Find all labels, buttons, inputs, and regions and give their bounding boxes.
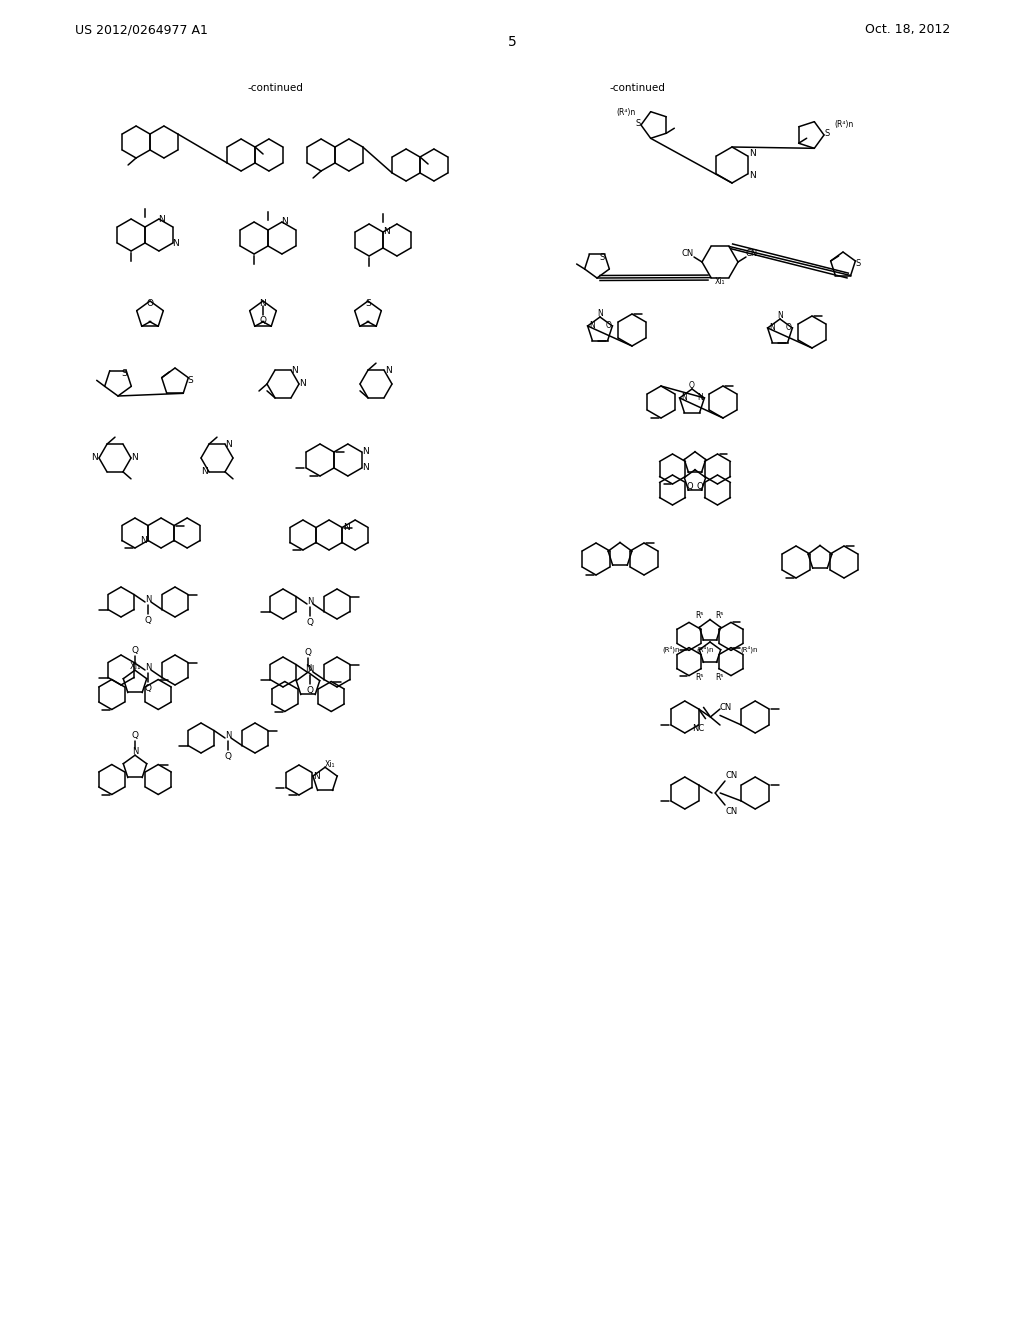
Text: Q: Q (144, 684, 152, 693)
Text: CN: CN (682, 249, 694, 259)
Text: N: N (144, 663, 152, 672)
Text: N: N (260, 300, 266, 309)
Text: 5: 5 (508, 36, 516, 49)
Text: R⁵: R⁵ (695, 611, 705, 620)
Text: N: N (132, 747, 138, 755)
Text: NC: NC (692, 723, 705, 733)
Text: S: S (122, 370, 127, 378)
Text: (R⁴)n: (R⁴)n (663, 645, 680, 653)
Text: N: N (144, 594, 152, 603)
Text: N: N (225, 440, 232, 449)
Text: N: N (307, 597, 313, 606)
Text: N: N (132, 454, 138, 462)
Text: N: N (307, 664, 313, 673)
Text: CN: CN (720, 702, 732, 711)
Text: N: N (292, 366, 298, 375)
Text: (R⁴)n: (R⁴)n (696, 645, 714, 653)
Text: N: N (313, 772, 321, 780)
Text: O: O (689, 380, 695, 389)
Text: CN: CN (726, 771, 738, 780)
Text: Oct. 18, 2012: Oct. 18, 2012 (864, 24, 950, 37)
Text: Q: Q (259, 317, 266, 326)
Text: Q: Q (696, 482, 703, 491)
Text: N: N (159, 214, 165, 223)
Text: N: N (750, 149, 756, 158)
Text: O: O (605, 322, 611, 330)
Text: O: O (785, 323, 792, 333)
Text: Q: Q (687, 482, 693, 491)
Text: S: S (635, 119, 641, 128)
Text: N: N (597, 309, 603, 318)
Text: N: N (282, 218, 289, 227)
Text: N: N (769, 323, 774, 333)
Text: N: N (697, 393, 703, 403)
Text: Q: Q (144, 615, 152, 624)
Text: Q: Q (224, 751, 231, 760)
Text: R⁵: R⁵ (695, 673, 705, 682)
Text: N: N (362, 447, 369, 457)
Text: N: N (362, 463, 369, 473)
Text: Q: Q (304, 648, 311, 657)
Text: -continued: -continued (610, 83, 666, 92)
Text: N: N (589, 322, 595, 330)
Text: Q: Q (306, 685, 313, 694)
Text: N: N (385, 366, 391, 375)
Text: N: N (383, 227, 389, 236)
Text: N: N (777, 310, 783, 319)
Text: S: S (599, 253, 604, 261)
Text: N: N (140, 536, 147, 545)
Text: R⁵: R⁵ (716, 611, 724, 620)
Text: N: N (225, 730, 231, 739)
Text: S: S (856, 260, 861, 268)
Text: N: N (300, 380, 306, 388)
Text: Xi₁: Xi₁ (129, 661, 140, 671)
Text: Xi₁: Xi₁ (715, 277, 725, 286)
Text: N: N (681, 393, 686, 403)
Text: R⁵: R⁵ (716, 673, 724, 682)
Text: N: N (343, 523, 349, 532)
Text: N: N (750, 172, 756, 181)
Text: Q: Q (131, 731, 138, 739)
Text: Q: Q (306, 618, 313, 627)
Text: S: S (824, 128, 829, 137)
Text: Xi₁: Xi₁ (325, 760, 335, 768)
Text: N: N (305, 664, 311, 673)
Text: N: N (202, 467, 208, 477)
Text: -continued: -continued (248, 83, 304, 92)
Text: CN: CN (745, 249, 758, 259)
Text: Q: Q (131, 645, 138, 655)
Text: (R⁴)n: (R⁴)n (740, 645, 758, 653)
Text: N: N (91, 454, 98, 462)
Text: N: N (172, 239, 179, 248)
Text: S: S (187, 376, 194, 385)
Text: US 2012/0264977 A1: US 2012/0264977 A1 (75, 24, 208, 37)
Text: S: S (366, 300, 371, 309)
Text: (R⁴)n: (R⁴)n (616, 108, 636, 117)
Text: CN: CN (726, 807, 738, 816)
Text: (R⁴)n: (R⁴)n (835, 120, 854, 129)
Text: O: O (146, 300, 154, 309)
